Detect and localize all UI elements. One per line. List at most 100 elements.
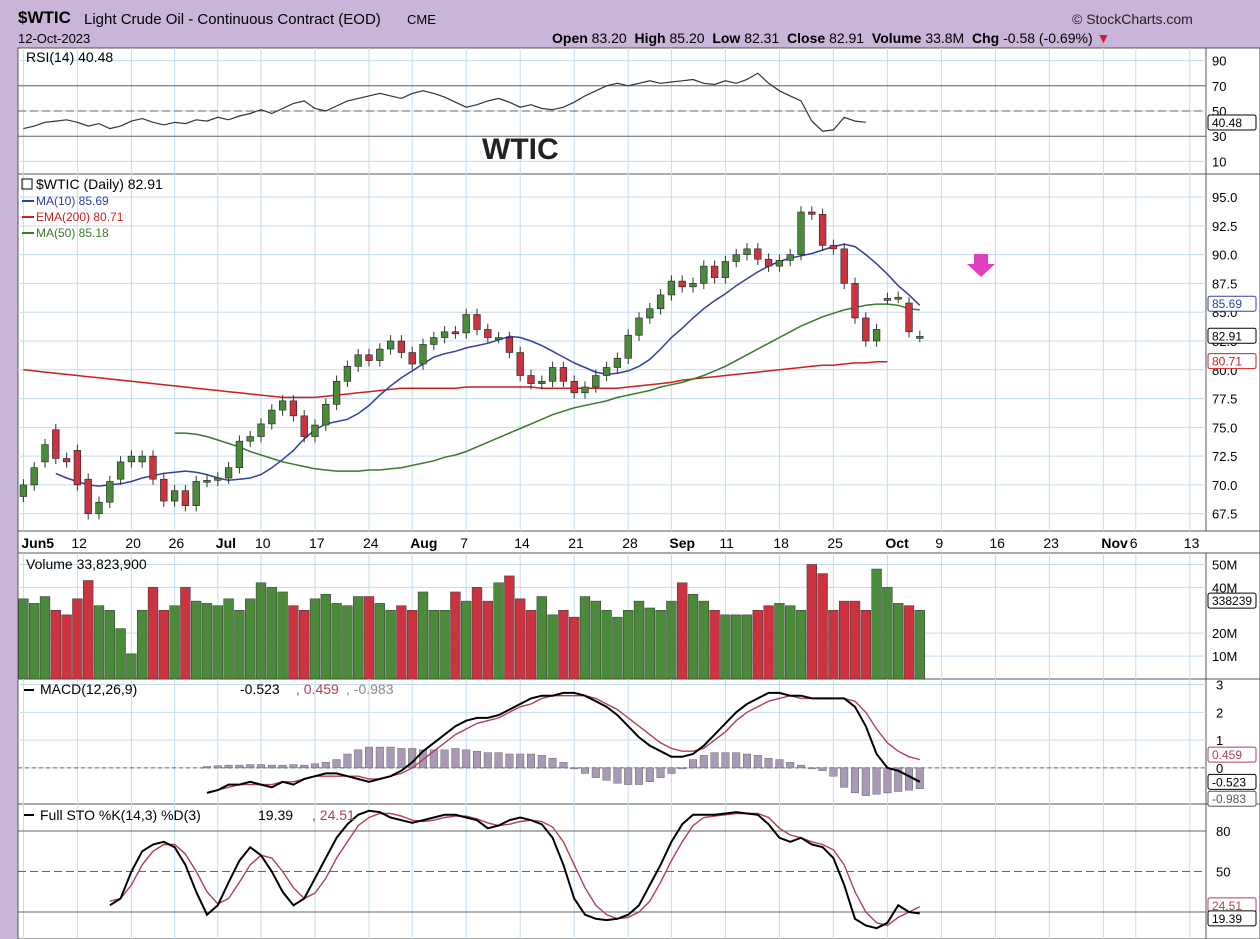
- volume-panel-axis: [1205, 552, 1260, 680]
- candle-body: [138, 455, 146, 463]
- macd-histogram-bar: [786, 762, 795, 769]
- chg-value: -0.58 (-0.69%): [1003, 30, 1093, 46]
- candle-body: [505, 337, 514, 353]
- macd-panel: [17, 678, 1207, 805]
- wtic-annotation: WTIC: [482, 133, 559, 166]
- volume-bar: [137, 610, 148, 680]
- candle-body: [678, 280, 686, 288]
- candle-body: [592, 375, 600, 388]
- candle-body: [613, 357, 622, 368]
- macd-histogram-bar: [462, 749, 471, 769]
- volume-bar: [212, 605, 223, 680]
- candle-body: [797, 211, 805, 255]
- volume-bar: [61, 614, 72, 680]
- sto-k-value-box: [1207, 910, 1257, 927]
- volume-tick-label: 40M: [1212, 580, 1237, 595]
- candle-body: [829, 245, 838, 250]
- macd-histogram-bar: [483, 752, 492, 769]
- volume-bar: [806, 564, 817, 680]
- date-axis-strip: [17, 530, 1260, 554]
- macd-histogram-bar: [494, 752, 503, 769]
- legend-entry: EMA(200) 80.71: [36, 210, 124, 224]
- macd-tick-label: 2: [1216, 705, 1223, 720]
- macd-signal-value-box: [1207, 746, 1257, 763]
- macd-histogram-bar: [894, 767, 903, 792]
- brand-label: StockCharts.com: [1086, 11, 1193, 27]
- volume-bar: [396, 605, 407, 680]
- date-tick-label: 12: [71, 535, 87, 551]
- volume-value-label-box: [1207, 592, 1257, 609]
- volume-bar: [50, 610, 61, 680]
- volume-bar: [914, 610, 925, 680]
- date-tick-label: Nov: [1101, 535, 1128, 551]
- sto-legend-value: 19.39: [258, 807, 293, 823]
- volume-bar: [515, 598, 526, 680]
- down-arrow-marker: [967, 254, 995, 277]
- macd-histogram-bar: [732, 752, 741, 769]
- volume-bar: [871, 568, 882, 680]
- volume-bar: [385, 610, 396, 680]
- exchange: CME: [407, 12, 436, 27]
- sto-label: Full STO %K(14,3) %D(3): [40, 807, 201, 823]
- date-tick-label: 21: [568, 535, 584, 551]
- volume-bar: [331, 603, 342, 680]
- brand[interactable]: © StockCharts.com: [1072, 11, 1193, 27]
- macd-histogram-bar: [375, 746, 384, 769]
- date-tick-label: 10: [255, 535, 271, 551]
- candle-body: [602, 367, 611, 376]
- volume-bar: [428, 610, 439, 680]
- candle-body: [322, 404, 330, 426]
- date-tick-label: 18: [773, 535, 789, 551]
- volume-bar: [169, 605, 180, 680]
- macd-histogram-bar: [365, 746, 373, 769]
- volume-bar: [903, 605, 915, 680]
- volume-bar: [147, 587, 159, 680]
- price-tick-label: 87.5: [1212, 276, 1237, 291]
- rsi-tick-label: 30: [1212, 129, 1226, 144]
- candle-body: [883, 298, 892, 301]
- volume-bar: [720, 614, 731, 680]
- macd-histogram-bar: [721, 752, 730, 769]
- price-tick-label: 72.5: [1212, 449, 1237, 464]
- volume-bar: [18, 598, 29, 680]
- date-tick-label: Jul: [216, 535, 236, 551]
- candle-body: [235, 440, 244, 468]
- macd-line: [206, 691, 921, 794]
- volume-bar: [320, 593, 331, 680]
- open-label: Open: [552, 30, 588, 46]
- ma10-value-label: 85.69: [1212, 297, 1242, 311]
- candle-body: [667, 280, 676, 296]
- close-value-label-box: [1207, 327, 1257, 344]
- macd-histogram-bar: [667, 767, 676, 774]
- candle-body: [84, 478, 92, 515]
- date-tick-label: 20: [125, 535, 141, 551]
- volume-bar: [525, 610, 537, 680]
- volume-bar: [752, 610, 763, 680]
- candle-body: [916, 336, 924, 339]
- volume-bar: [266, 587, 277, 680]
- copyright-icon: ©: [1072, 11, 1087, 27]
- macd-histogram-bar: [235, 764, 244, 769]
- volume-bar: [39, 596, 51, 680]
- volume-bar: [558, 610, 569, 680]
- candle-body: [700, 265, 708, 284]
- volume-bar: [612, 616, 623, 680]
- volume-bar: [785, 605, 796, 680]
- volume-bar: [677, 582, 688, 680]
- rsi-tick-label: 90: [1212, 54, 1226, 69]
- volume-bar: [828, 610, 839, 680]
- candle-body: [332, 380, 341, 405]
- sto-k-line: [109, 809, 920, 930]
- candle-body: [743, 248, 751, 255]
- sto-tick-label: 80: [1216, 824, 1230, 839]
- volume-bar: [245, 598, 256, 680]
- macd-legend-value: , 0.459: [296, 681, 339, 697]
- volume-bar: [471, 587, 483, 680]
- macd-histogram-bar: [861, 767, 870, 796]
- volume-bar: [709, 610, 720, 680]
- macd-histogram-bar: [797, 764, 805, 769]
- candle-body: [473, 314, 481, 330]
- sto-d-value: 24.51: [1212, 899, 1242, 913]
- ema200-value-label: 80.71: [1212, 355, 1242, 369]
